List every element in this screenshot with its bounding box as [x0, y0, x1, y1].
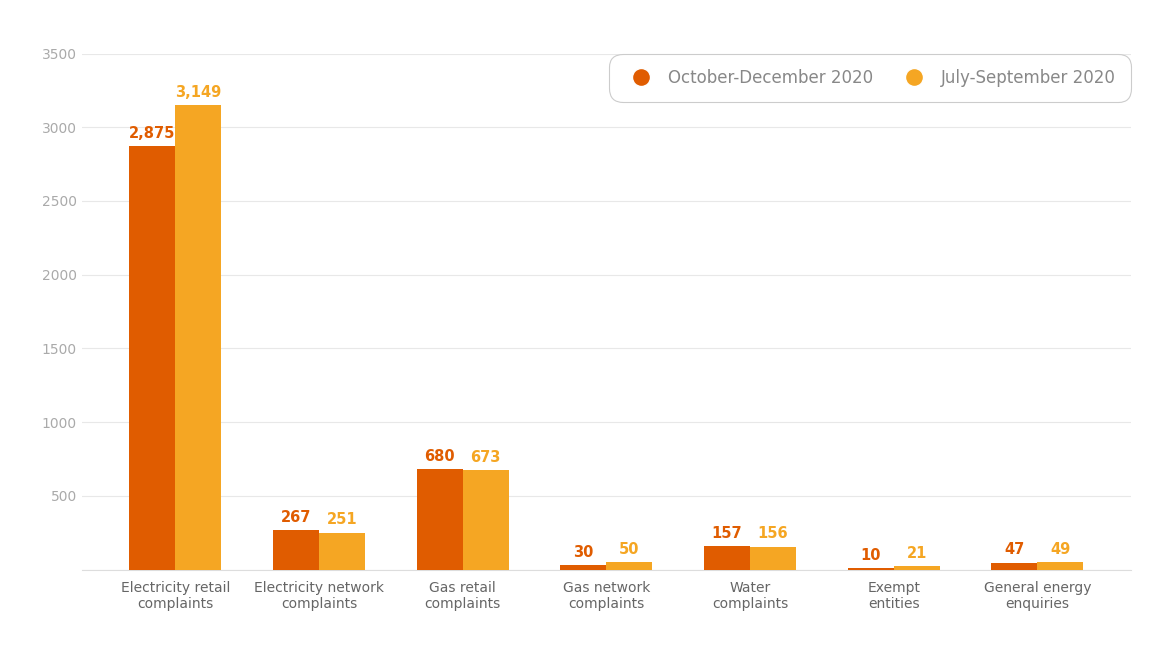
- Text: 251: 251: [326, 513, 357, 527]
- Legend: October-December 2020, July-September 2020: October-December 2020, July-September 20…: [618, 62, 1123, 93]
- Bar: [848, 568, 893, 570]
- Text: 50: 50: [619, 542, 640, 557]
- Text: 680: 680: [424, 449, 455, 464]
- Bar: [273, 530, 319, 570]
- Bar: [561, 565, 606, 570]
- Bar: [463, 470, 508, 570]
- Text: 2,875: 2,875: [129, 125, 176, 141]
- Text: 47: 47: [1004, 543, 1025, 557]
- Bar: [606, 562, 652, 570]
- Text: 267: 267: [281, 510, 311, 525]
- Bar: [704, 546, 750, 570]
- Text: 3,149: 3,149: [175, 85, 222, 100]
- Bar: [1038, 562, 1083, 570]
- Text: 30: 30: [574, 545, 593, 560]
- Text: 673: 673: [470, 450, 501, 465]
- Bar: [319, 533, 365, 569]
- Text: 49: 49: [1051, 542, 1070, 557]
- Text: 156: 156: [758, 527, 788, 541]
- Bar: [416, 469, 463, 570]
- Bar: [129, 145, 175, 570]
- Bar: [750, 547, 796, 569]
- Text: 10: 10: [861, 548, 881, 563]
- Text: 157: 157: [711, 526, 743, 541]
- Bar: [893, 566, 940, 570]
- Bar: [175, 105, 222, 570]
- Text: 21: 21: [906, 546, 927, 561]
- Bar: [991, 563, 1038, 570]
